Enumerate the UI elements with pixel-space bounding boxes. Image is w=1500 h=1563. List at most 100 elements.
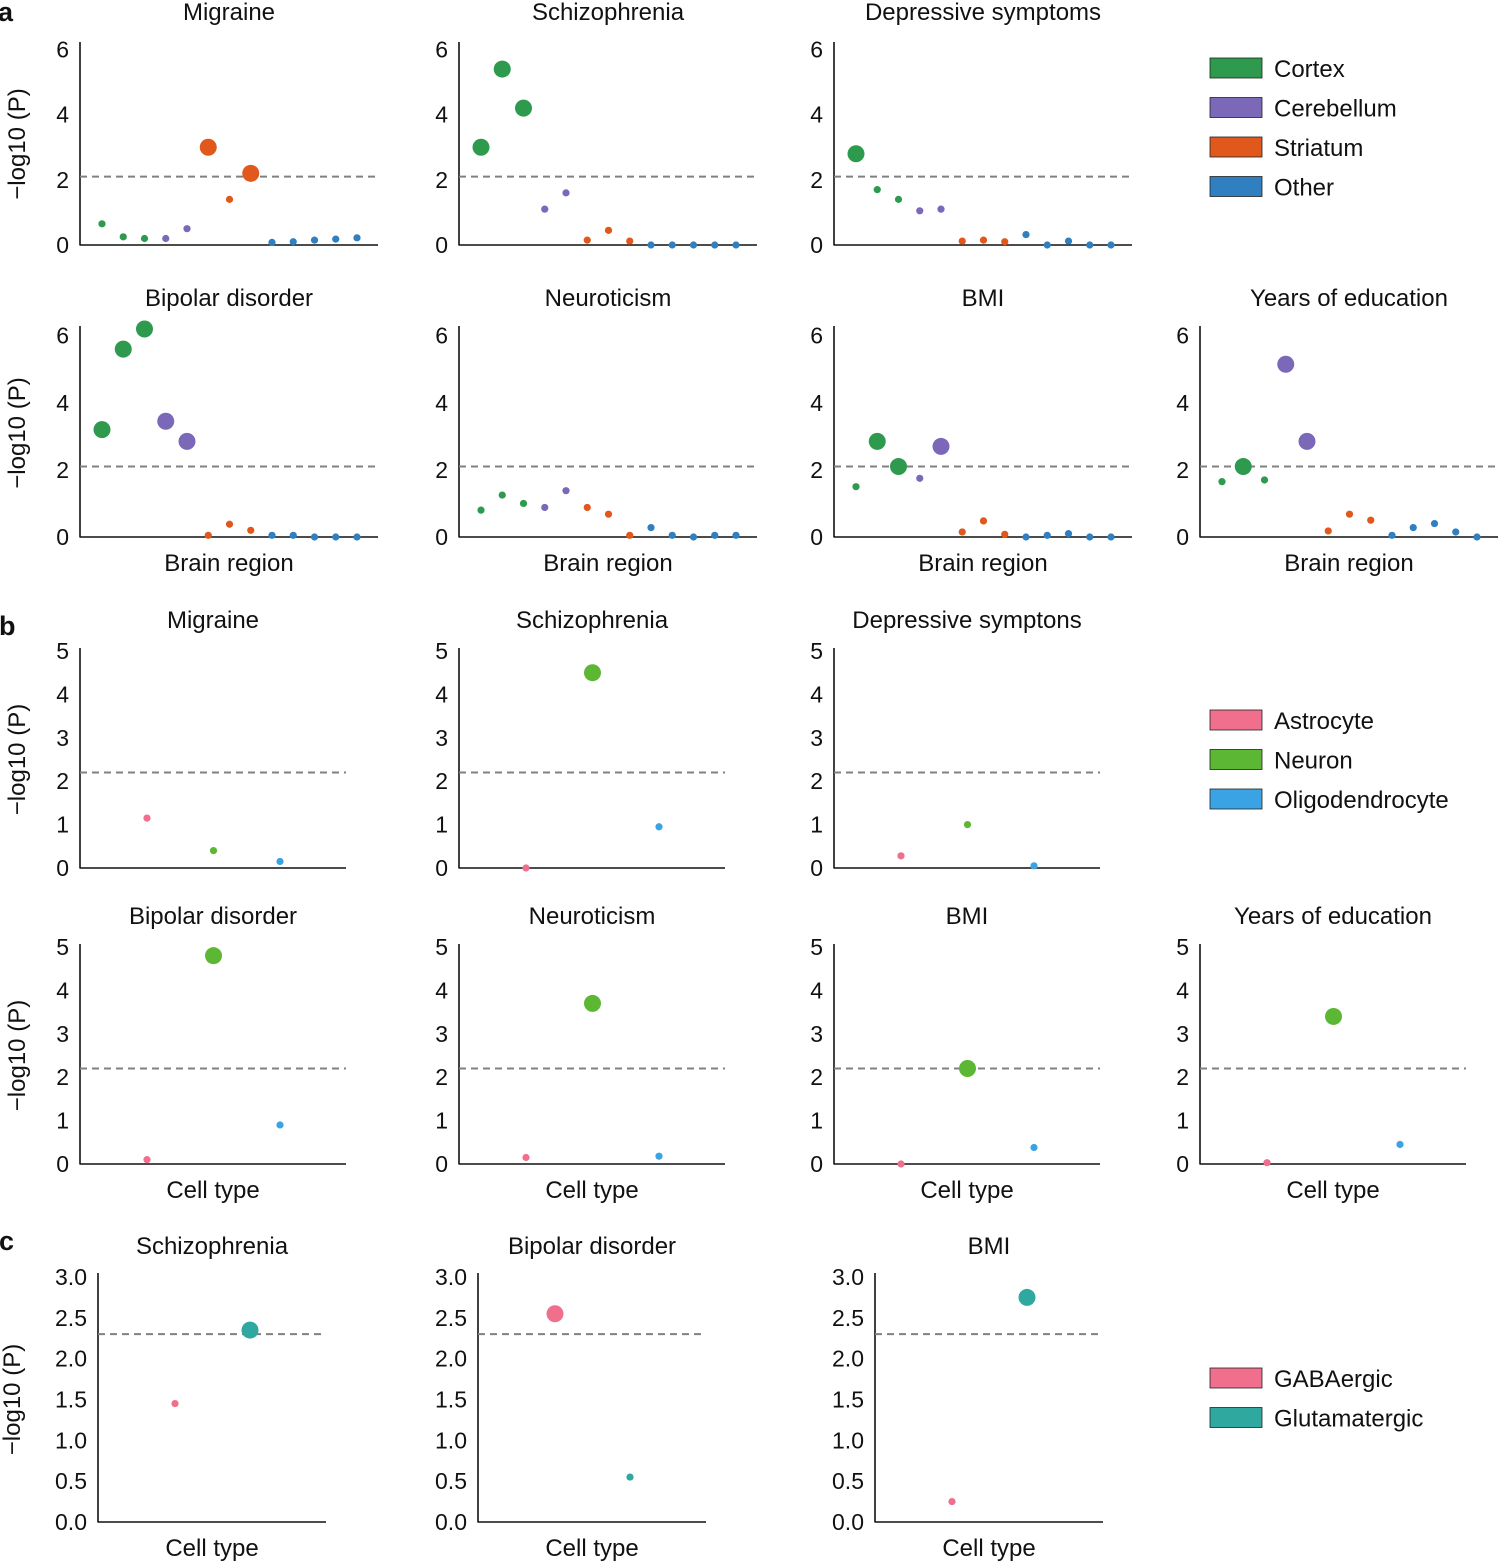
data-point-astrocyte (522, 864, 530, 872)
data-point-striatum (626, 237, 634, 245)
x-axis-label: Cell type (920, 1177, 1013, 1204)
y-tick-label: 6 (435, 323, 448, 349)
y-tick-label: 6 (56, 323, 69, 349)
y-tick-label: 2 (1176, 1064, 1189, 1090)
y-tick-label: 4 (810, 102, 823, 128)
subplot-c-bmi: BMI 0.0 0.5 1.0 1.5 2.0 2.5 3.0 Cell type (832, 1233, 1103, 1562)
y-tick-label: 1 (56, 812, 69, 838)
y-tick-label: 2 (435, 167, 448, 193)
y-tick-label: 5 (1176, 934, 1189, 960)
data-point-striatum (242, 164, 260, 182)
data-point-other (268, 531, 276, 539)
x-axis-label: Cell type (942, 1535, 1035, 1562)
data-point-striatum (247, 526, 255, 534)
y-tick-label: 3 (56, 725, 69, 751)
data-point-neuron (205, 947, 222, 965)
legend-swatch-oligodendrocyte (1209, 788, 1263, 810)
subplot-b-neuroticism: Neuroticism 0 1 2 3 4 5 Cell type (435, 903, 725, 1204)
x-axis-label: Brain region (1284, 550, 1413, 577)
data-point-cortex (114, 340, 132, 358)
data-point-cortex (515, 99, 532, 117)
subplot-title: Neuroticism (529, 903, 656, 930)
subplot-a-schizophrenia: Schizophrenia 0 2 4 6 (435, 0, 757, 258)
y-tick-label: 1 (810, 1108, 823, 1134)
y-tick-label: 1.0 (55, 1427, 87, 1453)
legend-label-other: Other (1274, 175, 1334, 202)
y-tick-label: 6 (1176, 323, 1189, 349)
legend-label-cerebellum: Cerebellum (1274, 96, 1397, 123)
y-tick-label: 3 (56, 1021, 69, 1047)
data-point-oligodendrocyte (1030, 1143, 1038, 1152)
y-tick-label: 1.5 (435, 1387, 467, 1413)
data-point-other (1452, 528, 1460, 536)
y-tick-label: 1.0 (435, 1427, 467, 1453)
y-tick-label: 3.0 (55, 1264, 87, 1290)
y-tick-label: 4 (56, 102, 69, 128)
y-tick-label: 0.5 (55, 1468, 87, 1494)
data-point-other (1086, 241, 1094, 249)
data-point-oligodendrocyte (655, 1152, 663, 1160)
y-tick-label: 2 (1176, 457, 1189, 483)
data-point-other (668, 531, 676, 539)
data-point-cerebellum (916, 207, 924, 215)
data-point-other (711, 531, 719, 539)
x-axis-label: Cell type (545, 1177, 638, 1204)
y-tick-label: 1 (435, 1108, 448, 1134)
legend-label-gabaergic: GABAergic (1274, 1366, 1393, 1393)
legend-swatch-striatum (1209, 136, 1263, 158)
y-tick-label: 0 (1176, 524, 1189, 550)
y-tick-label: 2.5 (55, 1305, 87, 1331)
data-point-other (732, 241, 740, 249)
subplot-c-schizophrenia: Schizophrenia 0.0 0.5 1.0 1.5 2.0 2.5 3.0 −log10… (0, 1233, 326, 1562)
data-point-astrocyte (143, 1156, 151, 1164)
data-point-striatum (1001, 238, 1009, 246)
data-point-cortex (98, 220, 106, 228)
legend-label-glutamatergic: Glutamatergic (1274, 1406, 1423, 1433)
y-tick-label: 3.0 (832, 1264, 864, 1290)
data-point-neuron (959, 1060, 976, 1078)
y-tick-label: 2 (56, 167, 69, 193)
data-point-oligodendrocyte (276, 1121, 284, 1129)
y-tick-label: 2 (435, 1064, 448, 1090)
subplot-b-migraine: Migraine 0 1 2 3 4 5 −log10 (P) (4, 607, 346, 881)
data-point-astrocyte (522, 1153, 530, 1162)
data-point-striatum (958, 237, 966, 245)
data-point-striatum (604, 510, 613, 518)
data-point-striatum (979, 517, 988, 525)
y-tick-label: 0 (56, 524, 69, 550)
y-tick-label: 4 (435, 681, 448, 707)
subplot-title: Neuroticism (545, 285, 672, 312)
y-tick-label: 0.0 (435, 1509, 467, 1535)
y-tick-label: 2.5 (435, 1305, 467, 1331)
data-point-cortex (119, 233, 127, 241)
x-axis-label: Cell type (165, 1535, 258, 1562)
y-tick-label: 0.5 (435, 1468, 467, 1494)
data-point-glutamatergic (241, 1321, 259, 1339)
subplot-a-neuroticism: Neuroticism 0 2 4 6 Brain region (435, 285, 757, 577)
data-point-cerebellum (932, 437, 950, 455)
y-tick-label: 2 (56, 768, 69, 794)
y-tick-label: 0 (435, 524, 448, 550)
legend-label-cortex: Cortex (1274, 56, 1345, 83)
data-point-cortex (93, 421, 111, 439)
data-point-cerebellum (1298, 432, 1316, 450)
y-tick-label: 0 (810, 855, 823, 881)
data-point-cerebellum (183, 225, 191, 233)
y-tick-label: 3 (810, 725, 823, 751)
y-tick-label: 1.5 (832, 1387, 864, 1413)
y-axis-label: −log10 (P) (4, 704, 31, 815)
data-point-other (1086, 533, 1094, 541)
data-point-glutamatergic (1018, 1288, 1036, 1306)
data-point-other (1064, 530, 1073, 538)
y-tick-label: 2.0 (435, 1346, 467, 1372)
data-point-other (1064, 237, 1073, 245)
data-point-other (332, 533, 340, 541)
data-point-striatum (199, 138, 217, 156)
y-tick-label: 4 (810, 681, 823, 707)
data-point-other (310, 236, 319, 244)
subplot-b-years-of-education: Years of education 0 1 2 3 4 5 Cell type (1176, 903, 1466, 1204)
x-axis-label: Cell type (166, 1177, 259, 1204)
data-point-striatum (958, 528, 966, 536)
data-point-other (647, 241, 655, 249)
